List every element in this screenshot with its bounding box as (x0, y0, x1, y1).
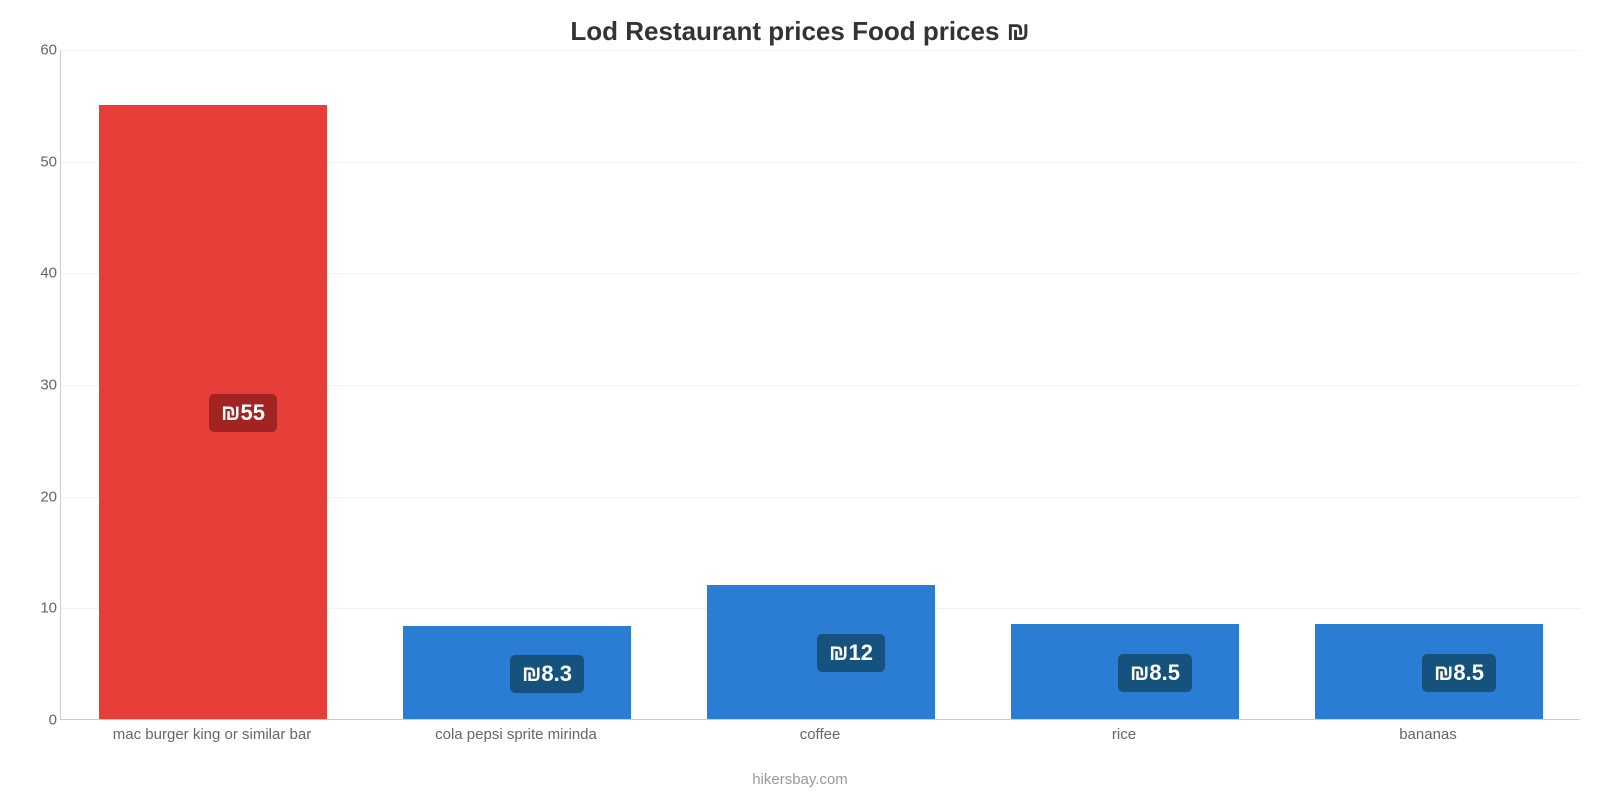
plot-area: 0102030405060₪55₪8.3₪12₪8.5₪8.5 (60, 50, 1580, 720)
y-tick-label: 30 (17, 377, 57, 394)
bar-value-label: ₪8.5 (1118, 654, 1192, 692)
attribution-text: hikersbay.com (0, 771, 1600, 788)
y-tick-label: 10 (17, 600, 57, 617)
x-category-label: mac burger king or similar bar (113, 726, 311, 743)
x-category-label: coffee (800, 726, 841, 743)
y-tick-label: 60 (17, 42, 57, 59)
y-tick-label: 0 (17, 712, 57, 729)
y-tick-label: 20 (17, 488, 57, 505)
chart-title: Lod Restaurant prices Food prices ₪ (0, 16, 1600, 47)
bars-layer: ₪55 ₪8.3 ₪12 ₪8.5 ₪8.5 (61, 50, 1580, 719)
bar-value-label: ₪55 (209, 394, 277, 432)
x-category-label: bananas (1399, 726, 1457, 743)
bar-chart: Lod Restaurant prices Food prices ₪ 0 10 2… (0, 0, 1600, 800)
x-axis-labels: mac burger king or similar bar cola pepsi… (60, 726, 1580, 766)
bar-value-label: ₪8.3 (510, 655, 584, 693)
x-category-label: rice (1112, 726, 1136, 743)
bar-value-label: ₪12 (817, 634, 885, 672)
y-tick-label: 50 (17, 153, 57, 170)
x-category-label: cola pepsi sprite mirinda (435, 726, 597, 743)
y-tick-label: 40 (17, 265, 57, 282)
bar-value-label: ₪8.5 (1422, 654, 1496, 692)
